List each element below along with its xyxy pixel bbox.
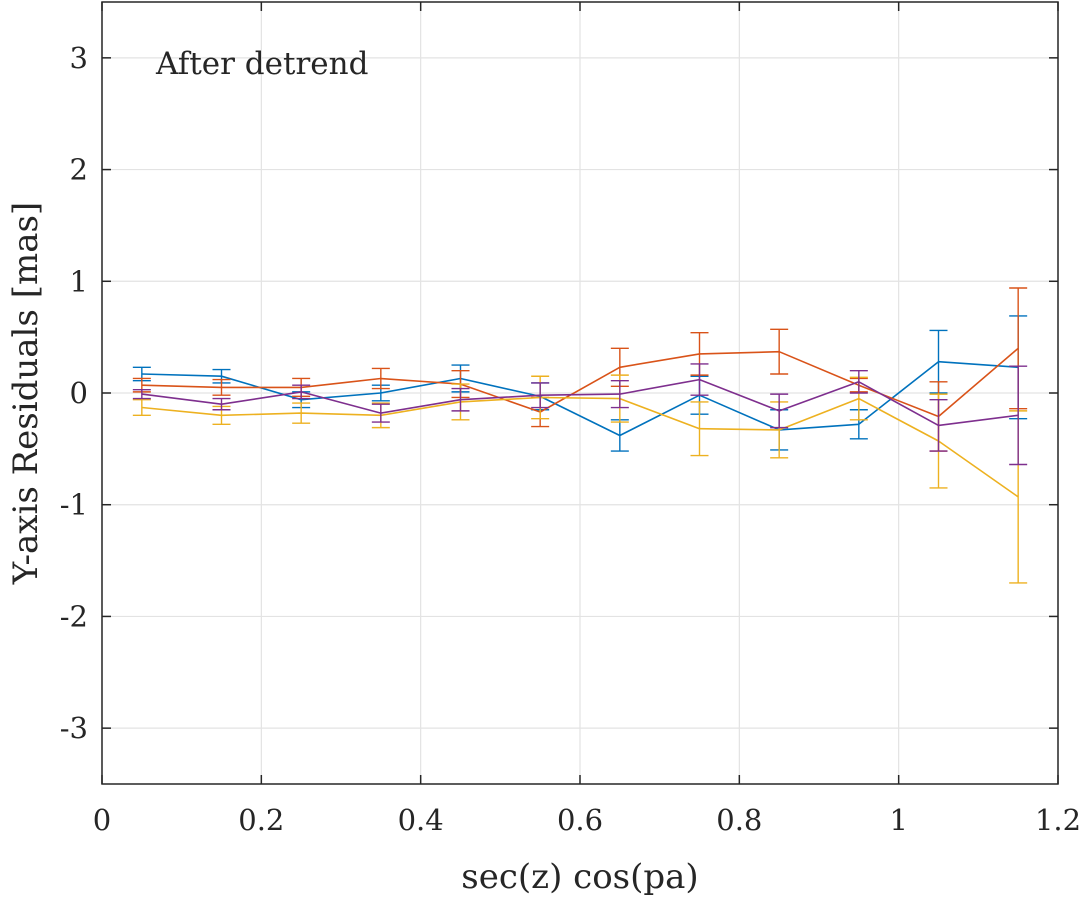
y-tick-label: -1 <box>60 488 88 522</box>
x-axis-label: sec(z) cos(pa) <box>461 857 698 897</box>
y-tick-label: 0 <box>70 376 88 410</box>
y-tick-label: -2 <box>60 599 88 633</box>
series-group <box>132 287 1028 584</box>
x-tick-label: 0.6 <box>557 803 603 837</box>
series-series-4 <box>132 363 1028 466</box>
series-line <box>141 378 1019 427</box>
y-tick-label: 1 <box>70 264 88 298</box>
series-line <box>141 347 1019 418</box>
tick-labels: 0 0.2 0.4 0.6 0.8 1 1.2 -3 -2 -1 0 1 2 3 <box>60 41 1080 837</box>
ticks <box>101 2 1059 784</box>
series-line <box>141 360 1019 437</box>
y-axis-label: Y-axis Residuals [mas] <box>6 202 46 585</box>
x-tick-label: 1 <box>889 803 907 837</box>
x-tick-label: 0.8 <box>716 803 762 837</box>
x-tick-label: 0.4 <box>398 803 444 837</box>
x-tick-label: 0.2 <box>238 803 284 837</box>
y-tick-label: 2 <box>70 153 88 187</box>
y-tick-label: 3 <box>70 41 88 75</box>
y-tick-label: -3 <box>60 711 88 745</box>
x-tick-label: 0 <box>93 803 111 837</box>
x-tick-label: 1.2 <box>1035 803 1080 837</box>
annotation-text: After detrend <box>155 46 368 82</box>
series-line <box>141 396 1019 498</box>
